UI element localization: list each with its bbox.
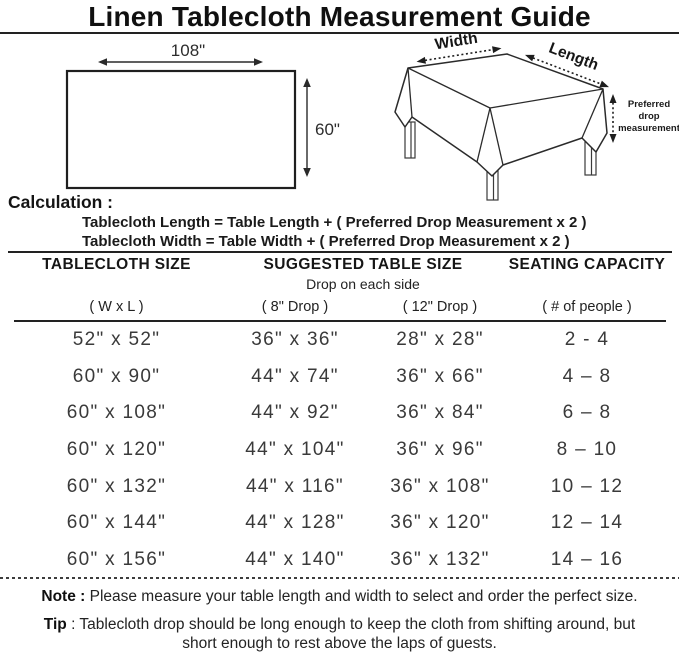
drop-note: Drop on each side <box>306 276 420 292</box>
cell-size: 60" x 120" <box>66 438 167 460</box>
cell-drop8: 44" x 92" <box>251 402 339 424</box>
cloth-creases <box>407 67 604 166</box>
flat-height-value: 60" <box>315 120 340 139</box>
cell-drop12: 36" x 132" <box>390 548 490 570</box>
tip-line-1: Tip : Tablecloth drop should be long eno… <box>0 615 679 634</box>
cell-drop12: 36" x 108" <box>390 475 490 497</box>
cell-drop12: 36" x 84" <box>396 402 484 424</box>
title-divider <box>0 32 679 34</box>
arrowhead-right <box>254 58 263 66</box>
tip-label: Tip <box>43 616 67 633</box>
svg-text:measurement: measurement <box>618 123 679 134</box>
calculation-heading: Calculation : <box>8 192 114 212</box>
flat-tablecloth-diagram: 108" 60" <box>65 41 340 190</box>
calculation-divider <box>8 251 672 253</box>
tip-line-2: short enough to rest above the laps of g… <box>0 634 679 653</box>
cell-seats: 10 – 12 <box>550 475 624 497</box>
cell-size: 60" x 132" <box>66 475 167 497</box>
tablecloth-rectangle <box>65 69 297 190</box>
width-label: Width <box>434 30 479 53</box>
subheader-wxl: ( W x L ) <box>89 299 144 315</box>
cell-drop8: 44" x 116" <box>246 475 344 497</box>
drop-measure-arrow <box>609 94 617 143</box>
size-table-header: TABLECLOTH SIZE SUGGESTED TABLE SIZE SEA… <box>15 255 666 320</box>
page-title: Linen Tablecloth Measurement Guide <box>88 1 591 32</box>
cell-drop12: 36" x 120" <box>390 512 490 534</box>
cell-size: 60" x 144" <box>66 512 167 534</box>
column-header-seating-capacity: SEATING CAPACITY <box>508 256 666 273</box>
table-illustration: Width Length Preferred drop measurement <box>394 30 679 201</box>
width-formula: Tablecloth Width = Table Width + ( Prefe… <box>82 233 570 250</box>
size-table-body: 52" x 52" 36" x 36" 28" x 28" 2 - 4 60" … <box>15 322 666 578</box>
length-label: Length <box>546 40 600 74</box>
note-text: Please measure your table length and wid… <box>89 588 638 605</box>
cell-drop8: 44" x 128" <box>245 512 345 534</box>
width-measure-arrow <box>416 46 502 64</box>
dashed-divider <box>0 577 679 579</box>
note-line: Note : Please measure your table length … <box>0 587 679 606</box>
cell-seats: 2 - 4 <box>564 329 610 351</box>
tip-text: : Tablecloth drop should be long enough … <box>71 616 636 633</box>
cell-seats: 8 – 10 <box>556 438 618 460</box>
cell-size: 60" x 156" <box>66 548 167 570</box>
cell-seats: 14 – 16 <box>550 548 624 570</box>
cell-drop12: 28" x 28" <box>396 329 484 351</box>
subheader-12-drop: ( 12" Drop ) <box>402 299 478 315</box>
cell-size: 52" x 52" <box>72 329 161 351</box>
arrowhead-left <box>98 58 107 66</box>
cell-size: 60" x 108" <box>66 402 167 424</box>
cell-drop12: 36" x 96" <box>396 438 484 460</box>
length-formula: Tablecloth Length = Table Length + ( Pre… <box>82 214 587 231</box>
svg-text:Preferred: Preferred <box>628 99 670 110</box>
cell-seats: 12 – 14 <box>550 512 624 534</box>
subheader-8-drop: ( 8" Drop ) <box>261 299 329 315</box>
svg-text:drop: drop <box>638 111 659 122</box>
length-measure-arrow <box>524 54 610 88</box>
cell-drop8: 44" x 74" <box>251 365 339 387</box>
arrowhead-up <box>303 78 311 87</box>
cell-drop8: 44" x 140" <box>245 548 345 570</box>
cell-seats: 4 – 8 <box>562 365 612 387</box>
cell-seats: 6 – 8 <box>562 402 612 424</box>
cell-size: 60" x 90" <box>72 365 161 387</box>
flat-width-value: 108" <box>171 41 205 60</box>
column-header-tablecloth-size: TABLECLOTH SIZE <box>42 256 191 273</box>
header-divider <box>14 320 666 322</box>
drop-measurement-label: Preferred drop measurement <box>618 99 679 134</box>
subheader-people: ( # of people ) <box>542 299 632 315</box>
column-header-suggested-table-size: SUGGESTED TABLE SIZE <box>263 256 463 273</box>
cell-drop12: 36" x 66" <box>396 365 484 387</box>
cell-drop8: 36" x 36" <box>251 329 339 351</box>
arrowhead-down <box>303 168 311 177</box>
tip-text-continued: short enough to rest above the laps of g… <box>182 635 497 652</box>
note-label: Note : <box>41 588 86 605</box>
cell-drop8: 44" x 104" <box>245 438 345 460</box>
